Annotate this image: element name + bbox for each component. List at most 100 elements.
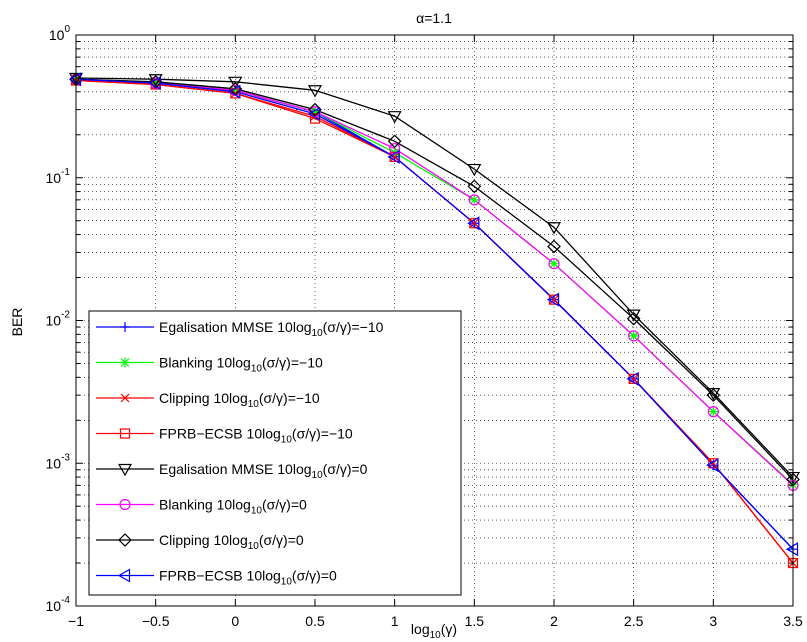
series-5-point — [546, 222, 562, 235]
y-tick-label-base: 10 — [49, 27, 65, 43]
series-8-point — [307, 106, 321, 121]
y-tick-label: 10-4 — [46, 595, 71, 614]
x-tick-label: 1.5 — [465, 613, 485, 629]
y-tick-label: 10-2 — [46, 310, 71, 329]
series-2-point — [230, 85, 241, 96]
legend-label-7: Clipping 10log10(σ/γ)=0 — [159, 532, 304, 552]
legend-label-text-tail: (σ/γ)=0 — [262, 497, 307, 513]
y-tick-label-exponent: -4 — [61, 595, 70, 606]
legend-label-text: Blanking 10log — [159, 355, 251, 371]
legend-label-text: Egalisation MMSE 10log — [159, 461, 312, 477]
legend-label-subscript: 10 — [251, 506, 263, 517]
series-8-point — [387, 149, 400, 164]
series-6-point — [628, 330, 640, 342]
series-5-point — [307, 85, 323, 98]
series-8-point — [467, 216, 480, 231]
y-tick-label-base: 10 — [46, 170, 62, 186]
series-3-point — [549, 295, 559, 305]
y-tick-label-base: 10 — [46, 313, 62, 329]
series-7-point — [467, 179, 482, 194]
legend-label-3: Clipping 10log10(σ/γ)=−10 — [159, 390, 320, 410]
series-5-point — [467, 163, 482, 177]
legend-label-text: Egalisation MMSE 10log — [159, 319, 312, 335]
legend-label-text: Blanking 10log — [159, 497, 251, 513]
legend-label-text: Clipping 10log — [159, 390, 248, 406]
series-5-point — [228, 76, 243, 90]
y-axis-label: BER — [9, 308, 25, 337]
legend-marker-8 — [117, 568, 131, 583]
series-6-point — [468, 194, 480, 206]
legend-label-subscript: 10 — [312, 470, 324, 481]
legend-marker-5 — [117, 463, 133, 477]
y-tick-label: 10-1 — [46, 167, 71, 186]
series-8-point — [228, 84, 241, 99]
legend-label-subscript: 10 — [248, 399, 260, 410]
y-tick-label-exponent: 0 — [64, 24, 70, 35]
x-axis-label-main: log — [411, 621, 430, 637]
x-tick-label: −1 — [68, 613, 84, 629]
series-line-7 — [75, 78, 794, 480]
series-3-point — [629, 374, 639, 384]
legend-label-5: Egalisation MMSE 10log10(σ/γ)=0 — [159, 461, 368, 481]
legend: Egalisation MMSE 10log10(σ/γ)=−10Blankin… — [88, 310, 462, 596]
series-2-point — [549, 258, 559, 269]
legend-label-text: Clipping 10log — [159, 532, 248, 548]
legend-label-subscript: 10 — [251, 364, 263, 375]
x-tick-label: −0.5 — [142, 613, 170, 629]
legend-label-text: FPRB−ECSB 10log — [159, 568, 281, 584]
legend-label-6: Blanking 10log10(σ/γ)=0 — [159, 497, 307, 517]
legend-label-text-tail: (σ/γ)=−10 — [323, 319, 384, 335]
legend-label-4: FPRB−ECSB 10log10(σ/γ)=−10 — [159, 426, 353, 446]
x-axis-label-tail: (γ) — [441, 621, 457, 637]
series-2-point — [708, 406, 719, 417]
y-tick-label-exponent: -2 — [61, 310, 70, 321]
x-tick-label: 3 — [709, 613, 717, 629]
x-tick-label: 3.5 — [783, 613, 803, 629]
y-tick-label: 10-3 — [46, 452, 71, 471]
legend-label-text-tail: (σ/γ)=0 — [323, 461, 368, 477]
legend-marker-2 — [120, 357, 130, 368]
series-6-point — [707, 406, 719, 418]
series-8-point — [68, 72, 82, 87]
legend-label-2: Blanking 10log10(σ/γ)=−10 — [159, 355, 323, 375]
series-5-point — [387, 111, 402, 124]
legend-label-text-tail: (σ/γ)=0 — [259, 532, 304, 548]
legend-label-subscript: 10 — [248, 541, 260, 552]
legend-label-subscript: 10 — [281, 577, 293, 588]
y-tick-label: 100 — [49, 24, 71, 43]
series-7-point — [547, 239, 561, 254]
series-line-5 — [75, 77, 794, 478]
series-8-point — [706, 458, 719, 473]
legend-label-8: FPRB−ECSB 10log10(σ/γ)=0 — [159, 568, 337, 588]
y-tick-label-base: 10 — [46, 598, 62, 614]
series-3-point — [390, 152, 400, 162]
x-tick-label: 2.5 — [624, 613, 644, 629]
series-2-point — [628, 330, 639, 341]
legend-marker-6 — [119, 498, 131, 511]
series-7-point — [387, 134, 402, 149]
legend-marker-7 — [118, 533, 132, 547]
x-tick-label: 1 — [391, 613, 399, 629]
legend-label-subscript: 10 — [312, 328, 324, 339]
series-2-point — [469, 194, 480, 205]
series-8-point — [546, 292, 560, 307]
series-7-point — [626, 311, 641, 326]
y-tick-label-exponent: -1 — [61, 167, 70, 178]
legend-label-text: FPRB−ECSB 10log — [159, 426, 281, 442]
legend-label-text-tail: (σ/γ)=−10 — [292, 426, 353, 442]
legend-label-text-tail: (σ/γ)=−10 — [259, 390, 320, 406]
chart-title: α=1.1 — [416, 10, 452, 26]
series-3-point — [230, 88, 240, 98]
legend-label-subscript: 10 — [281, 435, 293, 446]
series-2-point — [310, 106, 320, 117]
x-axis-label: log10(γ) — [411, 621, 457, 641]
y-tick-label-exponent: -3 — [61, 452, 70, 463]
legend-label-1: Egalisation MMSE 10log10(σ/γ)=−10 — [159, 319, 384, 339]
series-line-6 — [75, 78, 794, 486]
series-7-point — [706, 388, 721, 402]
x-tick-label: 2 — [550, 613, 558, 629]
series-3-point — [469, 218, 479, 228]
series-lines — [75, 77, 794, 564]
y-tick-label-base: 10 — [46, 455, 62, 471]
